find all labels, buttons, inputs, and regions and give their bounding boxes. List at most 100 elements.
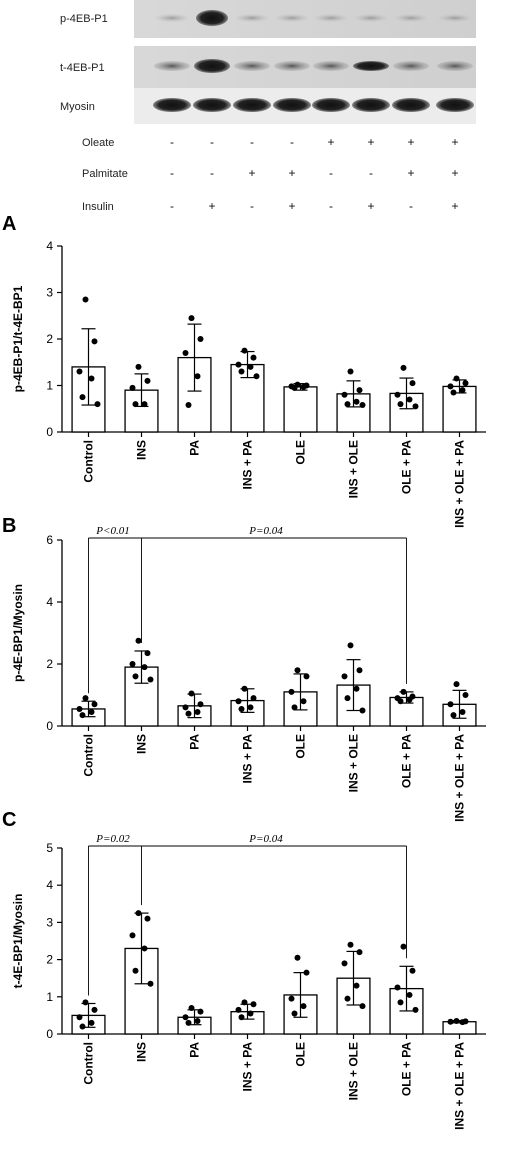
data-point (250, 354, 257, 361)
panel-letter-c: C (2, 809, 16, 831)
treatment-sign: + (407, 166, 414, 180)
blot-band-p4ebp1 (438, 14, 472, 22)
data-point (397, 401, 404, 408)
category-label: INS + OLE (347, 734, 361, 792)
data-point (453, 681, 460, 688)
category-label: OLE (294, 734, 308, 759)
treatment-sign: - (250, 199, 254, 213)
treatment-sign: - (329, 199, 333, 213)
category-label: OLE + PA (400, 734, 414, 788)
panel-letter-a: A (2, 213, 16, 235)
data-point (294, 954, 301, 961)
data-point (188, 690, 195, 697)
data-point (129, 661, 136, 667)
data-point (88, 709, 95, 716)
data-point (359, 1003, 366, 1010)
data-point (132, 967, 139, 974)
data-point (76, 705, 83, 712)
bar (283, 386, 318, 433)
data-point (356, 667, 363, 674)
data-point (353, 685, 360, 692)
data-point (397, 999, 404, 1006)
data-point (141, 664, 148, 671)
blot-band-t4ebp1 (437, 61, 473, 71)
blot-band-myosin (312, 98, 350, 112)
treatment-sign: + (288, 199, 295, 213)
data-point (344, 401, 351, 408)
data-point (247, 363, 254, 370)
treatment-sign: - (290, 135, 294, 149)
category-label: INS (135, 734, 149, 754)
data-point (129, 932, 136, 939)
blot-bands (153, 10, 474, 112)
y-axis-label: t-4E-BP1/Myosin (11, 894, 25, 989)
y-tick-label: 5 (46, 841, 53, 855)
blot-band-myosin (352, 98, 390, 112)
treatment-sign: + (248, 166, 255, 180)
data-point (238, 1014, 245, 1021)
y-tick-label: 2 (46, 657, 53, 671)
treatment-sign: - (369, 166, 373, 180)
data-point (235, 698, 242, 705)
treatment-sign: - (170, 199, 174, 213)
data-point (182, 1014, 189, 1021)
category-label: OLE + PA (400, 1042, 414, 1096)
data-point (247, 704, 254, 711)
data-point (79, 1023, 86, 1030)
data-point (406, 396, 413, 403)
data-point (409, 967, 416, 974)
data-point (347, 368, 354, 375)
data-point (341, 673, 348, 680)
treatment-sign: + (367, 135, 374, 149)
data-point (462, 380, 469, 387)
category-label: Control (82, 734, 96, 777)
data-point (291, 1010, 298, 1017)
data-point (147, 980, 154, 987)
data-point (238, 368, 245, 375)
data-point (135, 363, 142, 370)
category-label: OLE (294, 1042, 308, 1067)
y-axis-label: p-4EB-P1/t-4E-BP1 (11, 285, 25, 392)
treatment-sign: - (170, 166, 174, 180)
data-point (247, 1010, 254, 1017)
data-point (462, 692, 469, 698)
data-point (291, 704, 298, 711)
data-point (76, 368, 83, 375)
data-point (459, 709, 466, 716)
data-point (459, 1019, 466, 1026)
blot-label-t4ebp1: t-4EB-P1 (60, 62, 105, 74)
data-point (91, 1006, 98, 1013)
treatment-sign: - (170, 135, 174, 149)
blot-band-p4ebp1 (394, 14, 428, 22)
data-point (182, 349, 189, 356)
data-point (450, 712, 457, 719)
y-tick-label: 3 (46, 915, 53, 929)
blot-band-p4ebp1 (314, 14, 348, 22)
data-point (147, 676, 154, 683)
data-point (241, 999, 248, 1006)
blot-label-p4ebp1: p-4EB-P1 (60, 13, 108, 25)
data-point (238, 705, 245, 712)
chart-c: 0 1 2 3 4 5 t-4E-BP1/Myosin Control INS PA INS + P… (11, 833, 486, 1130)
data-point (288, 995, 295, 1002)
treatment-sign: + (288, 166, 295, 180)
category-label: PA (188, 734, 202, 750)
data-point (253, 373, 260, 380)
category-label: PA (188, 440, 202, 456)
data-point (197, 336, 204, 342)
y-tick-label: 3 (46, 286, 53, 300)
blot-band-t4ebp1 (353, 61, 389, 71)
bar (442, 1021, 477, 1035)
y-tick-label: 1 (46, 379, 53, 393)
data-point (241, 685, 248, 692)
data-point (197, 701, 204, 708)
data-point (91, 338, 98, 345)
treatment-sign: - (210, 135, 214, 149)
data-point (135, 910, 142, 917)
data-point (397, 698, 404, 705)
data-point (182, 704, 189, 711)
data-point (294, 667, 301, 674)
data-point (300, 383, 307, 390)
category-label: OLE (294, 440, 308, 465)
